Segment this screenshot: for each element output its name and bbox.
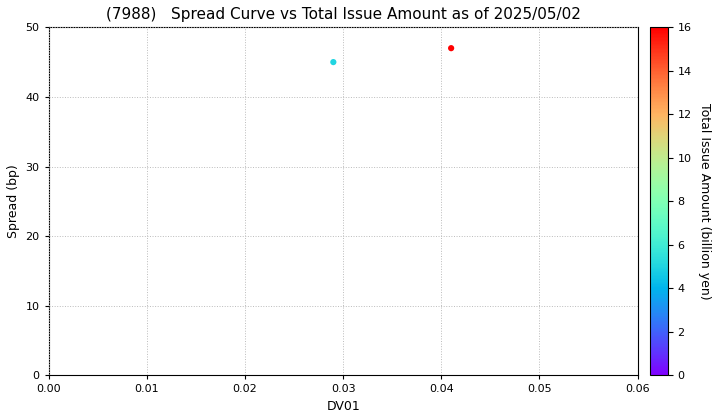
X-axis label: DV01: DV01 [326,400,360,413]
Y-axis label: Total Issue Amount (billion yen): Total Issue Amount (billion yen) [698,103,711,300]
Point [446,45,457,52]
Y-axis label: Spread (bp): Spread (bp) [7,165,20,238]
Point [328,59,339,66]
Title: (7988)   Spread Curve vs Total Issue Amount as of 2025/05/02: (7988) Spread Curve vs Total Issue Amoun… [106,7,580,22]
